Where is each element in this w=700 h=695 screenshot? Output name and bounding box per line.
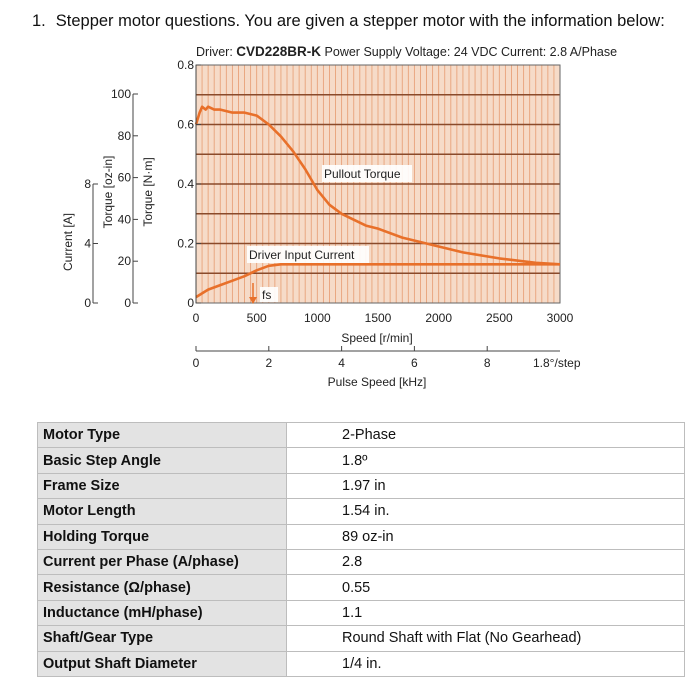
curves <box>194 105 561 299</box>
torque-ozin-tick-label: 100 <box>111 87 131 101</box>
torque-ozin-tick-label: 60 <box>118 171 132 185</box>
spec-value: 0.55 <box>286 574 685 601</box>
spec-label: Shaft/Gear Type <box>37 625 287 652</box>
torque-nm-tick-label: 0.6 <box>177 118 194 132</box>
question-number: 1. <box>32 12 46 30</box>
spec-row: Motor Type 2-Phase <box>37 421 685 449</box>
x-tick-label: 500 <box>247 311 267 325</box>
motor-specs-table: Motor Type 2-Phase Basic Step Angle 1.8º Fra… <box>37 421 685 677</box>
spec-value: Round Shaft with Flat (No Gearhead) <box>286 625 685 652</box>
grid-lines <box>196 65 560 303</box>
torque-ozin-tick-label: 40 <box>118 212 132 226</box>
driver-current-curve <box>195 262 560 299</box>
x-axis-ticks: 0 500 1000 1500 2000 2500 3000 <box>193 311 574 325</box>
spec-label: Output Shaft Diameter <box>37 650 287 677</box>
x-tick-label: 2500 <box>486 311 513 325</box>
chart-title: Driver: CVD228BR-K Power Supply Voltage:… <box>196 44 617 59</box>
spec-row: Shaft/Gear Type Round Shaft with Flat (No… <box>37 625 685 652</box>
x-tick-label: 1000 <box>304 311 331 325</box>
question-text: 1. Stepper motor questions. You are given… <box>32 12 665 31</box>
x-tick-label: 0 <box>193 311 200 325</box>
spec-label: Motor Length <box>37 498 287 525</box>
torque-nm-tick-label: 0.4 <box>177 177 194 191</box>
current-axis: 0 4 8 <box>84 177 98 310</box>
spec-value: 1.8º <box>286 447 685 474</box>
driver-current-label: Driver Input Current <box>249 248 355 262</box>
spec-value: 89 oz-in <box>286 523 685 550</box>
fs-label: fs <box>262 288 271 302</box>
torque-nm-tick-label: 0.8 <box>177 58 194 72</box>
torque-ozin-tick-label: 20 <box>118 254 132 268</box>
x-tick-label: 3000 <box>547 311 574 325</box>
spec-row: Current per Phase (A/phase) 2.8 <box>37 548 685 576</box>
spec-label: Motor Type <box>37 421 287 449</box>
spec-label: Inductance (mH/phase) <box>37 599 287 627</box>
pulse-speed-axis: 0 2 4 6 8 <box>193 346 560 370</box>
fs-arrow-icon <box>249 297 257 304</box>
pullout-label-bg <box>322 165 412 182</box>
pulse-tick-label: 6 <box>411 356 418 370</box>
spec-label: Basic Step Angle <box>37 447 287 474</box>
fs-label-bg <box>260 287 278 302</box>
spec-label: Resistance (Ω/phase) <box>37 574 287 601</box>
x-tick-label: 1500 <box>365 311 392 325</box>
current-tick-label: 4 <box>84 237 91 251</box>
spec-value: 2.8 <box>286 548 685 576</box>
torque-nm-tick-label: 0 <box>187 296 194 310</box>
chart-title-driver: CVD228BR-K <box>236 44 321 59</box>
spec-row: Basic Step Angle 1.8º <box>37 447 685 474</box>
pulse-tick-label: 2 <box>265 356 272 370</box>
plot-area <box>195 64 561 304</box>
spec-label: Holding Torque <box>37 523 287 550</box>
current-tick-label: 8 <box>84 177 91 191</box>
spec-row: Inductance (mH/phase) 1.1 <box>37 599 685 627</box>
spec-value: 2-Phase <box>286 421 685 449</box>
spec-row: Output Shaft Diameter 1/4 in. <box>37 650 685 677</box>
pullout-torque-label: Pullout Torque <box>324 167 401 181</box>
spec-row: Frame Size 1.97 in <box>37 472 685 500</box>
question-body: Stepper motor questions. You are given a… <box>55 12 665 30</box>
pulse-axis-label: Pulse Speed [kHz] <box>328 375 427 389</box>
spec-value: 1/4 in. <box>286 650 685 677</box>
chart-title-prefix: Driver: <box>196 45 236 59</box>
torque-ozin-tick-label: 80 <box>118 129 132 143</box>
current-label-bg <box>247 246 369 263</box>
stepper-motor-chart: Driver: CVD228BR-K Power Supply Voltage:… <box>61 44 617 389</box>
torque-ozin-tick-label: 0 <box>124 296 131 310</box>
pulse-tick-label: 0 <box>193 356 200 370</box>
torque-nm-tick-label: 0.2 <box>177 237 194 251</box>
spec-label: Frame Size <box>37 472 287 500</box>
torque-nm-axis: 0 0.2 0.4 0.6 0.8 <box>177 58 201 310</box>
spec-label: Current per Phase (A/phase) <box>37 548 287 576</box>
pulse-tick-label: 8 <box>484 356 491 370</box>
pulse-step-note: 1.8°/step <box>533 356 581 370</box>
spec-value: 1.1 <box>286 599 685 627</box>
spec-row: Motor Length 1.54 in. <box>37 498 685 525</box>
x-tick-label: 2000 <box>425 311 452 325</box>
pulse-tick-label: 4 <box>338 356 345 370</box>
chart-title-suffix: Power Supply Voltage: 24 VDC Current: 2.… <box>321 45 617 59</box>
x-axis-label: Speed [r/min] <box>341 331 412 345</box>
current-tick-label: 0 <box>84 296 91 310</box>
torque-nm-axis-label: Torque [N·m] <box>141 157 155 226</box>
spec-value: 1.54 in. <box>286 498 685 525</box>
pullout-torque-curve <box>194 105 561 266</box>
torque-ozin-axis: 0 20 40 60 80 100 <box>111 87 138 310</box>
current-axis-label: Current [A] <box>61 213 75 271</box>
spec-row: Holding Torque 89 oz-in <box>37 523 685 550</box>
spec-value: 1.97 in <box>286 472 685 500</box>
spec-row: Resistance (Ω/phase) 0.55 <box>37 574 685 601</box>
torque-ozin-axis-label: Torque [oz-in] <box>101 156 115 229</box>
